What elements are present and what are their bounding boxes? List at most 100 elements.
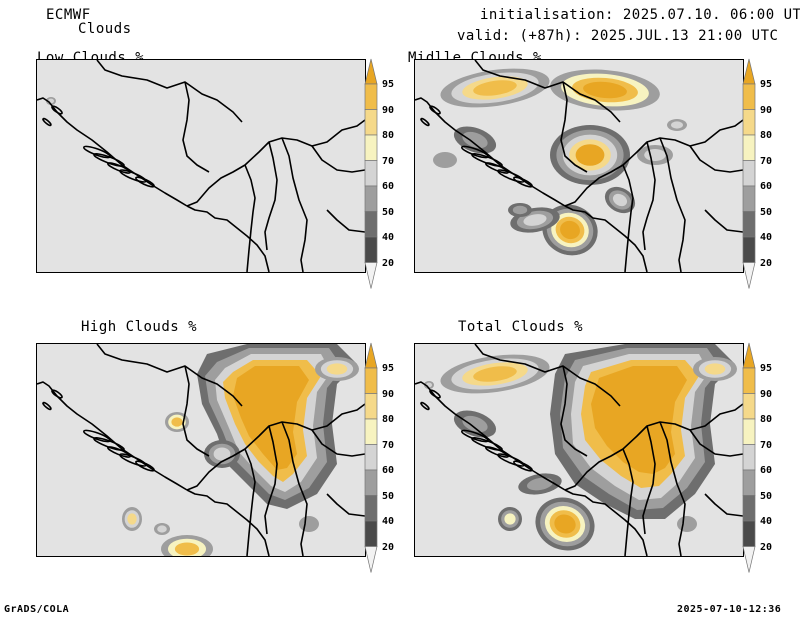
colorbar-bottom-arrow [364, 546, 378, 573]
cloud-area [127, 513, 137, 525]
border-line [96, 344, 243, 407]
island [420, 117, 430, 127]
colorbar-swatch [364, 393, 378, 420]
footer-credit: GrADS/COLA [4, 604, 70, 615]
border-line [326, 493, 365, 517]
colorbar-swatch [742, 495, 756, 522]
cloud-area [299, 516, 319, 532]
colorbar-label: 90 [382, 388, 395, 400]
panel-title-high: High Clouds % [81, 319, 198, 335]
cloud-area [591, 366, 687, 474]
colorbar-top-arrow [742, 342, 756, 369]
colorbar-label: 50 [382, 490, 395, 502]
panel-title-total: Total Clouds % [458, 319, 584, 335]
border-line [311, 429, 365, 457]
colorbar-swatch [742, 211, 756, 238]
colorbar-swatch [364, 469, 378, 496]
cloud-area [704, 363, 726, 375]
colorbar-swatch [364, 444, 378, 471]
colorbar-label: 60 [760, 181, 773, 192]
colorbar-top-arrow [364, 58, 378, 85]
colorbar-bottom-arrow [364, 262, 378, 289]
colorbar-label: 95 [382, 363, 395, 374]
colorbar-label: 80 [382, 130, 395, 141]
border-line [264, 141, 278, 251]
borders-coastlines [37, 60, 365, 272]
colorbar-swatch [742, 236, 756, 263]
colorbar-swatch [364, 185, 378, 212]
border-line [182, 365, 210, 457]
map-panel-high [36, 343, 366, 557]
cloud-area [174, 542, 200, 556]
border-line [186, 205, 270, 272]
colorbar-label: 80 [382, 414, 395, 425]
colorbar-label: 70 [760, 155, 773, 167]
colorbar-label: 95 [382, 79, 395, 90]
border-line [37, 381, 188, 491]
colorbar-label: 90 [382, 104, 395, 116]
island [497, 453, 525, 467]
colorbar-swatch [742, 444, 756, 471]
island [429, 389, 441, 399]
island [135, 176, 155, 188]
colorbar-label: 80 [760, 130, 773, 141]
colorbar-swatches [364, 58, 378, 289]
colorbar-label: 70 [382, 155, 395, 167]
island [429, 105, 441, 115]
colorbar-top-right: 95 90 80 70 60 50 40 20 [742, 58, 782, 294]
colorbar-label: 70 [760, 439, 773, 451]
border-line [244, 164, 256, 272]
colorbar-swatches [742, 342, 756, 573]
colorbar-swatch [742, 160, 756, 187]
cloud-area [575, 144, 605, 166]
colorbar-swatch [742, 134, 756, 161]
island [119, 453, 147, 467]
border-line [704, 493, 743, 517]
colorbar-label: 90 [760, 104, 773, 116]
map-high [37, 344, 365, 556]
map-panel-total [414, 343, 744, 557]
colorbar-swatch [364, 160, 378, 187]
init-time: initialisation: 2025.07.10. 06:00 UTC [480, 7, 800, 23]
borders-coastlines [37, 344, 365, 556]
colorbar-label: 50 [760, 206, 773, 218]
colorbar-label: 40 [760, 516, 773, 527]
cloud-area [462, 131, 488, 149]
cloud-area [644, 149, 666, 161]
border-line [186, 489, 270, 556]
colorbar-swatch [742, 469, 756, 496]
border-line [704, 209, 743, 233]
colorbar-swatch [364, 418, 378, 445]
island [119, 169, 147, 183]
colorbar-label: 50 [382, 206, 395, 218]
cloud-area [583, 81, 627, 99]
cloud-area [526, 477, 554, 491]
colorbar-label: 20 [760, 541, 773, 553]
border-line [474, 60, 621, 123]
border-line [622, 164, 634, 272]
colorbar-label: 40 [382, 232, 395, 243]
colorbar-label: 20 [760, 257, 773, 269]
map-panel-middle [414, 59, 744, 273]
colorbar-swatch [364, 134, 378, 161]
cloud-area [671, 121, 683, 129]
border-line [326, 209, 365, 233]
borders-coastlines [415, 60, 743, 272]
map-panel-low [36, 59, 366, 273]
colorbar-label: 95 [760, 363, 773, 374]
border-line [689, 145, 743, 173]
valid-time: valid: (+87h): 2025.JUL.13 21:00 UTC [457, 28, 779, 44]
colorbar-label: 40 [382, 516, 395, 527]
product-name: Clouds [78, 21, 132, 37]
border-line [415, 97, 566, 207]
island [513, 460, 533, 472]
island [135, 460, 155, 472]
colorbar-label: 40 [760, 232, 773, 243]
colorbar-label: 95 [760, 79, 773, 90]
cloud-area [677, 516, 697, 532]
colorbar-swatch [364, 211, 378, 238]
colorbar-label: 60 [760, 465, 773, 476]
colorbar-swatch [364, 83, 378, 110]
island [513, 176, 533, 188]
colorbar-swatch [364, 109, 378, 136]
